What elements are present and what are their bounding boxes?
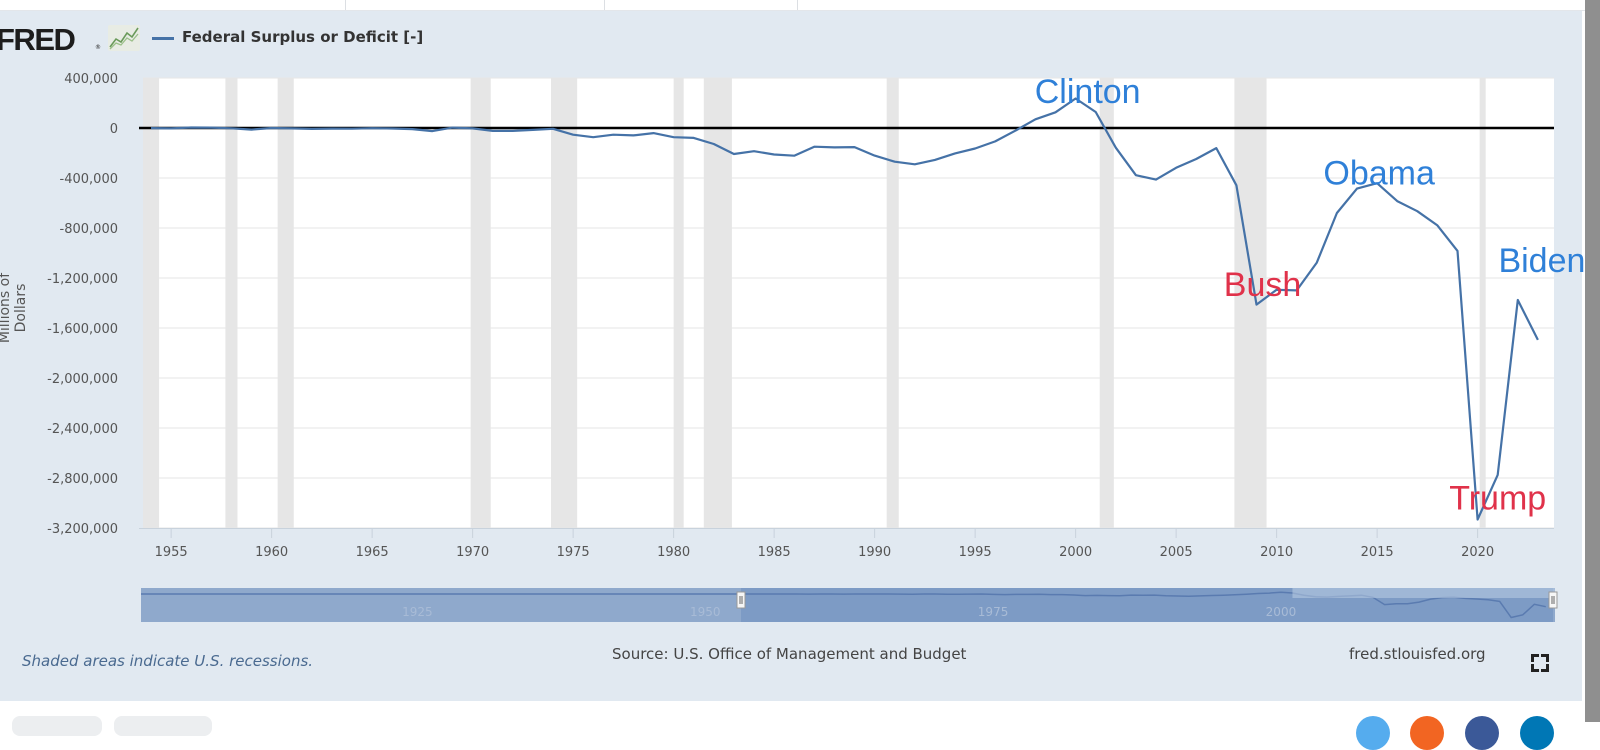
x-tick-label: 1995 bbox=[959, 545, 992, 560]
recession-band bbox=[277, 78, 294, 528]
recession-band bbox=[470, 78, 491, 528]
registered-mark: ® bbox=[95, 44, 101, 51]
series-legend[interactable]: Federal Surplus or Deficit [-] bbox=[182, 28, 424, 46]
recession-band bbox=[1099, 78, 1114, 528]
y-tick-label: -800,000 bbox=[60, 222, 118, 237]
y-tick-label: 400,000 bbox=[64, 72, 118, 87]
y-tick-label: -2,000,000 bbox=[47, 372, 118, 387]
x-tick-label: 2005 bbox=[1160, 545, 1193, 560]
y-tick-label: -3,200,000 bbox=[47, 522, 118, 537]
x-tick-label: 1980 bbox=[657, 545, 690, 560]
navigator-label: 1925 bbox=[402, 605, 433, 619]
facebook-share-icon[interactable] bbox=[1465, 716, 1499, 750]
president-annotation: Trump bbox=[1449, 479, 1546, 517]
president-annotation: Obama bbox=[1323, 154, 1435, 192]
recession-band bbox=[673, 78, 684, 528]
tab-divider bbox=[345, 0, 346, 10]
y-tick-label: -2,400,000 bbox=[47, 422, 118, 437]
recession-band bbox=[1479, 78, 1486, 528]
president-annotation: Biden bbox=[1498, 242, 1585, 280]
x-tick-label: 1985 bbox=[758, 545, 791, 560]
bottom-button-1[interactable] bbox=[12, 716, 102, 736]
navigator-label: 1950 bbox=[690, 605, 721, 619]
x-tick-label: 2020 bbox=[1461, 545, 1494, 560]
tab-divider bbox=[604, 0, 605, 10]
y-tick-label: 0 bbox=[110, 122, 118, 137]
x-tick-label: 1965 bbox=[356, 545, 389, 560]
y-tick-label: -2,800,000 bbox=[47, 472, 118, 487]
source-note: Source: U.S. Office of Management and Bu… bbox=[612, 645, 967, 663]
series-line bbox=[150, 97, 1539, 521]
navigator-handle[interactable] bbox=[736, 591, 746, 609]
president-annotation: Clinton bbox=[1035, 73, 1141, 111]
recession-band bbox=[225, 78, 238, 528]
recession-band bbox=[1234, 78, 1267, 528]
chart-svg: 400,000 0 -400,000 -800,000 -1,200,000 -1,600… bbox=[47, 72, 1585, 622]
recession-band bbox=[551, 78, 578, 528]
fred-logo[interactable]: FRED bbox=[0, 22, 76, 57]
y-tick-label: -1,200,000 bbox=[47, 272, 118, 287]
recession-note: Shaded areas indicate U.S. recessions. bbox=[22, 652, 314, 670]
recession-band bbox=[703, 78, 732, 528]
y-tick-label: -400,000 bbox=[60, 172, 118, 187]
y-tick-label: -1,600,000 bbox=[47, 322, 118, 337]
x-tick-label: 2015 bbox=[1361, 545, 1394, 560]
linkedin-share-icon[interactable] bbox=[1520, 716, 1554, 750]
plot-background bbox=[143, 78, 1554, 528]
president-annotation: Bush bbox=[1224, 266, 1302, 304]
fred-chart-icon bbox=[108, 25, 140, 51]
tab-divider bbox=[797, 0, 798, 10]
fullscreen-icon[interactable] bbox=[1531, 654, 1549, 672]
navigator-series bbox=[141, 591, 1546, 619]
navigator-highlight bbox=[1292, 588, 1555, 598]
reddit-share-icon[interactable] bbox=[1410, 716, 1444, 750]
navigator-label: 1975 bbox=[978, 605, 1009, 619]
recession-band bbox=[143, 78, 160, 528]
x-tick-label: 1960 bbox=[255, 545, 288, 560]
bottom-button-2[interactable] bbox=[114, 716, 212, 736]
x-tick-label: 1990 bbox=[858, 545, 891, 560]
x-tick-label: 1970 bbox=[456, 545, 489, 560]
legend-swatch bbox=[152, 37, 174, 40]
x-tick-label: 1975 bbox=[557, 545, 590, 560]
navigator-handle[interactable] bbox=[1548, 591, 1558, 609]
twitter-share-icon[interactable] bbox=[1356, 716, 1390, 750]
x-tick-label: 1955 bbox=[155, 545, 188, 560]
x-tick-label: 2000 bbox=[1059, 545, 1092, 560]
site-link[interactable]: fred.stlouisfed.org bbox=[1349, 645, 1486, 663]
x-tick-label: 2010 bbox=[1260, 545, 1293, 560]
navigator-label: 2000 bbox=[1266, 605, 1297, 619]
recession-band bbox=[886, 78, 899, 528]
browser-tab-strip bbox=[0, 0, 1585, 11]
page-scrollbar[interactable] bbox=[1585, 0, 1600, 722]
